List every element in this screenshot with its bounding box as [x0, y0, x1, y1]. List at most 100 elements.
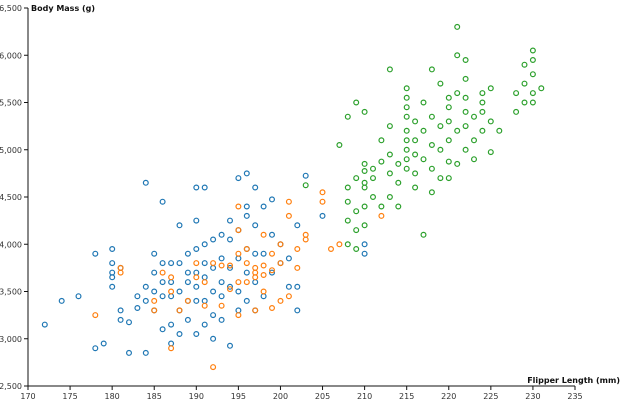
data-point: [218, 231, 225, 238]
data-point: [151, 288, 158, 295]
data-point: [168, 279, 175, 286]
data-point: [529, 99, 536, 106]
data-point: [420, 231, 427, 238]
data-point: [529, 56, 536, 63]
x-tick-label: 230: [525, 392, 540, 400]
data-point: [184, 250, 191, 257]
data-point: [302, 236, 309, 243]
data-point: [437, 175, 444, 182]
data-point: [218, 255, 225, 262]
data-point: [378, 137, 385, 144]
data-point: [370, 194, 377, 201]
data-point: [218, 279, 225, 286]
data-point: [210, 264, 217, 271]
data-point: [168, 293, 175, 300]
data-point: [386, 66, 393, 73]
data-point: [479, 108, 486, 115]
data-point: [277, 260, 284, 267]
data-point: [210, 236, 217, 243]
data-point: [168, 288, 175, 295]
data-point: [235, 279, 242, 286]
data-point: [235, 250, 242, 257]
data-point: [260, 272, 267, 279]
data-point: [428, 66, 435, 73]
data-point: [445, 137, 452, 144]
data-point: [412, 170, 419, 177]
data-point: [403, 146, 410, 153]
data-point: [437, 80, 444, 87]
x-tick-label: 190: [189, 392, 204, 400]
data-point: [454, 127, 461, 134]
data-point: [168, 321, 175, 328]
data-point: [201, 184, 208, 191]
data-point: [395, 203, 402, 210]
data-point: [269, 267, 276, 274]
data-point: [201, 302, 208, 309]
data-point: [454, 52, 461, 59]
data-point: [328, 246, 335, 253]
data-point: [184, 269, 191, 276]
data-point: [117, 316, 124, 323]
data-point: [521, 99, 528, 106]
data-point: [294, 246, 301, 253]
y-tick-label: 5,000: [0, 146, 22, 155]
data-point: [201, 260, 208, 267]
data-point: [361, 250, 368, 257]
data-point: [193, 260, 200, 267]
data-point: [151, 297, 158, 304]
x-tick-label: 200: [273, 392, 288, 400]
data-point: [445, 118, 452, 125]
data-point: [412, 151, 419, 158]
data-point: [252, 269, 259, 276]
data-point: [361, 168, 368, 175]
data-point: [496, 127, 503, 134]
data-point: [370, 175, 377, 182]
data-point: [109, 246, 116, 253]
data-point: [269, 269, 276, 276]
x-tick-label: 195: [231, 392, 246, 400]
data-point: [193, 246, 200, 253]
data-point: [302, 182, 309, 189]
data-point: [227, 217, 234, 224]
data-point: [445, 104, 452, 111]
data-point: [403, 85, 410, 92]
data-point: [210, 335, 217, 342]
data-point: [269, 250, 276, 257]
data-point: [521, 80, 528, 87]
data-point: [210, 312, 217, 319]
series-2: [302, 23, 545, 253]
data-point: [403, 94, 410, 101]
data-point: [252, 264, 259, 271]
data-point: [285, 198, 292, 205]
data-point: [235, 227, 242, 234]
data-point: [151, 307, 158, 314]
data-point: [285, 212, 292, 219]
data-point: [201, 279, 208, 286]
data-point: [218, 262, 225, 269]
data-point: [201, 297, 208, 304]
data-point: [227, 262, 234, 269]
data-point: [471, 113, 478, 120]
data-point: [243, 297, 250, 304]
data-point: [353, 208, 360, 215]
data-point: [344, 113, 351, 120]
data-point: [277, 241, 284, 248]
data-point: [428, 142, 435, 149]
data-point: [260, 231, 267, 238]
data-point: [412, 184, 419, 191]
data-point: [336, 241, 343, 248]
data-point: [235, 288, 242, 295]
data-point: [252, 307, 259, 314]
data-point: [386, 194, 393, 201]
data-point: [462, 123, 469, 130]
y-tick-label: 5,500: [0, 99, 22, 108]
data-point: [159, 293, 166, 300]
data-point: [176, 222, 183, 229]
data-point: [218, 302, 225, 309]
x-axis-title: Flipper Length (mm): [527, 376, 620, 385]
data-point: [92, 312, 99, 319]
data-point: [462, 94, 469, 101]
data-point: [235, 203, 242, 210]
data-point: [210, 260, 217, 267]
